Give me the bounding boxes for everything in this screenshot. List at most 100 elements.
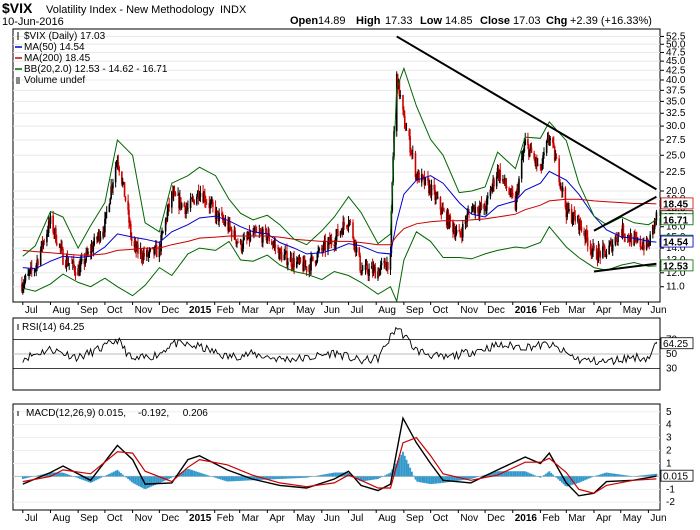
price-tick-label: 16.0 — [666, 222, 686, 233]
date-tick-label: Mar — [242, 305, 260, 316]
price-panel: 11.012.013.014.015.016.017.018.019.020.0… — [13, 31, 694, 303]
price-panel-frame — [12, 28, 661, 303]
macd-tick-label: 3 — [666, 433, 672, 444]
date-tick-label: Aug — [378, 305, 396, 316]
chg-value: +2.39 (+16.33%) — [570, 15, 652, 27]
price-tick-label: 12.0 — [666, 268, 686, 279]
date-tick-label: Sep — [406, 305, 424, 316]
date-tick-label: Sep — [80, 513, 98, 524]
legend-entry-vol: Volume undef — [24, 75, 85, 86]
date-tick-label: Jul — [351, 513, 364, 524]
date-tick-label: Sep — [406, 513, 424, 524]
open-label: Open — [290, 15, 318, 27]
price-tick-label: 37.5 — [666, 85, 686, 96]
date-tick-label: Aug — [378, 513, 396, 524]
close-value: 17.03 — [513, 15, 541, 27]
macd-tick-label: 5 — [666, 407, 672, 418]
date-tick-label: Nov — [135, 513, 153, 524]
macd-line — [22, 416, 657, 497]
date-tick-label: Jul — [25, 305, 38, 316]
price-tick-label: 22.5 — [666, 167, 686, 178]
rsi-value-label: 64.25 — [663, 339, 688, 350]
price-tick-label: 40.0 — [666, 75, 686, 86]
ohlc-readout: Open 14.89 High 17.33 Low 14.85 Close 17… — [290, 15, 652, 27]
macd-value-tag — [660, 469, 694, 482]
date-tick-label: Mar — [242, 513, 260, 524]
price-tick-label: 25.0 — [666, 150, 686, 161]
high-value: 17.33 — [385, 15, 413, 27]
date-tick-label: Jun — [324, 305, 340, 316]
date-tick-label: Dec — [487, 513, 505, 524]
date-tick-label: Jun — [324, 513, 340, 524]
date-tick-label: Feb — [217, 305, 235, 316]
date-tick-label: Dec — [161, 513, 179, 524]
last-value-tag — [660, 235, 694, 248]
bb-lower-line — [22, 225, 657, 303]
date-tick-label: Oct — [107, 513, 123, 524]
rsi-line — [22, 326, 657, 366]
macd-tick-label: 1 — [666, 458, 672, 469]
date-tick-label: 2016 — [515, 513, 538, 524]
legend-entry-vix: $VIX (Daily) 17.03 — [24, 31, 106, 42]
date-tick-label: Oct — [433, 513, 449, 524]
date-tick-label: Aug — [52, 513, 70, 524]
rsi-tick-label: 30 — [666, 363, 678, 374]
date-tick-label: 2016 — [515, 305, 538, 316]
date-tick-label: Dec — [161, 305, 179, 316]
macd-legend-part: -0.192, — [138, 408, 169, 419]
date-tick-label: Apr — [596, 513, 612, 524]
macd-tick-label: -2 — [666, 497, 675, 508]
date-tick-label: Sep — [80, 305, 98, 316]
close-label: Close — [480, 15, 510, 27]
date-tick-label: Jun — [650, 305, 666, 316]
ma50-line — [22, 170, 657, 270]
macd-tick-label: -1 — [666, 484, 675, 495]
date-tick-label: Mar — [568, 305, 586, 316]
symbol-title: $VIX — [2, 0, 33, 16]
last-value-tag — [660, 197, 694, 210]
last-value-label: 16.71 — [663, 215, 688, 226]
date-tick-label: May — [296, 513, 315, 524]
trendline — [593, 262, 657, 273]
rsi-legend: RSI(14) 64.25 — [22, 322, 85, 333]
date-tick-label: Feb — [217, 513, 235, 524]
date-tick-label: May — [623, 513, 642, 524]
price-tick-label: 14.0 — [666, 243, 686, 254]
date-tick-label: Nov — [460, 305, 478, 316]
trendline — [396, 35, 657, 191]
price-tick-label: 11.0 — [666, 282, 685, 293]
price-tick-label: 42.5 — [666, 65, 686, 76]
price-tick-label: 32.5 — [666, 108, 686, 119]
chg-label: Chg — [546, 15, 567, 27]
high-label: High — [356, 15, 381, 27]
macd-panel-frame — [12, 403, 661, 511]
price-tick-label: 45.0 — [666, 56, 686, 67]
price-tick-label: 35.0 — [666, 96, 686, 107]
date-tick-label: Oct — [107, 305, 123, 316]
price-tick-label: 30.0 — [666, 121, 686, 132]
date-tick-label: Jun — [650, 513, 666, 524]
price-tick-label: 20.0 — [666, 186, 686, 197]
last-value-tag — [660, 213, 694, 226]
date-tick-label: Mar — [568, 513, 586, 524]
signal-line — [22, 436, 657, 494]
date-axis: Jul Jul Aug Aug Sep Sep Oct Oct Nov Nov Dec Dec 2015… — [22, 302, 667, 524]
price-tick-label: 52.5 — [666, 31, 686, 42]
date-tick-label: Apr — [269, 513, 285, 524]
trendline — [593, 195, 657, 232]
macd-tick-label: 4 — [666, 420, 672, 431]
last-value-label: 14.54 — [663, 238, 688, 249]
date-tick-label: Aug — [52, 305, 70, 316]
date-tick-label: Jul — [25, 513, 38, 524]
exchange-label: INDX — [220, 4, 247, 16]
ma200-line — [22, 198, 657, 256]
last-value-tag — [660, 259, 694, 272]
date-tick-label: 2015 — [189, 513, 212, 524]
date-tick-label: Nov — [135, 305, 153, 316]
date-tick-label: Oct — [433, 305, 449, 316]
last-value-label: 12.53 — [663, 261, 688, 272]
date-tick-label: Nov — [460, 513, 478, 524]
